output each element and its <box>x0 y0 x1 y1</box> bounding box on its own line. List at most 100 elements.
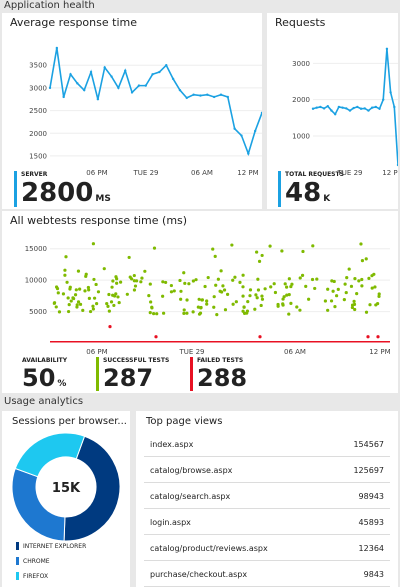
success-point <box>191 279 195 283</box>
success-point <box>107 292 111 297</box>
table-row[interactable]: index.aspx 154567 <box>144 433 390 457</box>
page-view-count: 154567 <box>353 440 384 449</box>
success-point <box>102 267 106 271</box>
success-point <box>128 275 132 279</box>
tile-title: Requests <box>275 16 326 29</box>
success-point <box>254 293 258 297</box>
success-point <box>241 285 245 289</box>
success-point <box>172 289 176 293</box>
success-point <box>370 286 374 290</box>
success-point <box>245 309 250 313</box>
success-point <box>150 305 154 309</box>
table-row[interactable]: purchase/checkout.aspx 9843 <box>144 563 390 587</box>
success-point <box>198 311 203 315</box>
data-point <box>137 84 141 87</box>
success-point <box>76 269 81 273</box>
data-point <box>359 107 363 110</box>
table-row[interactable]: catalog/browse.aspx 125697 <box>144 459 390 483</box>
pageviews-tile[interactable]: Top page views index.aspx 154567 catalog/b… <box>136 411 398 587</box>
success-point <box>360 259 365 263</box>
success-point <box>182 271 186 275</box>
webtests-tile[interactable]: All webtests response time (ms) 5000 1000… <box>2 211 398 393</box>
success-point <box>133 284 138 288</box>
success-point <box>333 305 337 309</box>
successful-tests-metric: SUCCESSFUL TESTS 287 <box>96 357 186 391</box>
success-point <box>54 285 59 289</box>
success-point <box>360 284 364 288</box>
slice-internet-explorer <box>63 435 121 542</box>
success-point <box>230 243 234 247</box>
success-point <box>161 280 165 284</box>
page-view-count: 12364 <box>358 544 384 553</box>
success-point <box>367 276 371 280</box>
sessions-tile[interactable]: Sessions per browser... 15K INTERNET EXP… <box>2 411 130 587</box>
data-point <box>247 152 250 155</box>
success-point <box>169 290 174 294</box>
data-point <box>311 107 315 110</box>
section-header-usage: Usage analytics <box>0 396 400 410</box>
success-point <box>301 249 305 254</box>
success-point <box>310 277 315 282</box>
table-row[interactable]: catalog/product/reviews.aspx 12364 <box>144 537 390 561</box>
success-point <box>63 273 67 277</box>
success-point <box>64 255 68 259</box>
success-point <box>182 308 186 312</box>
metric-value: 287 <box>103 364 154 392</box>
data-point <box>326 105 329 108</box>
x-tick-label: 06 PM <box>86 348 107 356</box>
requests-tile[interactable]: Requests 1000 2000 3000 TUE 29 12 PM TOTAL R… <box>267 13 398 209</box>
success-point <box>86 285 90 290</box>
success-point <box>213 254 217 258</box>
success-point <box>326 308 330 312</box>
success-point <box>182 311 186 315</box>
success-point <box>256 288 261 292</box>
metric-label: SUCCESSFUL TESTS <box>103 357 170 364</box>
success-point <box>359 242 363 246</box>
x-tick-label: 12 PM <box>382 169 398 177</box>
data-point <box>192 93 195 96</box>
data-point <box>144 84 147 87</box>
success-point <box>109 300 114 304</box>
success-point <box>52 301 56 305</box>
data-point <box>96 98 100 101</box>
success-point <box>276 304 280 308</box>
success-point <box>88 309 93 314</box>
success-point <box>234 300 238 304</box>
response-time-tile[interactable]: Average response time 1500 2000 2500 3000 35… <box>2 13 262 209</box>
table-row[interactable]: login.aspx 45893 <box>144 511 390 535</box>
failed-tests-metric: FAILED TESTS 288 <box>190 357 280 391</box>
data-point <box>103 66 106 69</box>
success-point <box>161 294 165 298</box>
data-point <box>345 107 348 110</box>
success-point <box>96 290 101 294</box>
success-point <box>343 282 347 286</box>
success-point <box>119 280 123 284</box>
table-row[interactable]: catalog/search.aspx 98943 <box>144 485 390 509</box>
success-point <box>112 303 116 308</box>
success-point <box>353 277 357 281</box>
failed-point <box>154 335 158 339</box>
x-tick-label: TUE 29 <box>179 348 205 356</box>
success-point <box>127 255 131 260</box>
data-point <box>378 107 381 110</box>
success-point <box>260 297 265 301</box>
success-point <box>185 311 189 315</box>
success-point <box>255 250 259 254</box>
success-point <box>83 289 87 293</box>
data-point <box>178 88 182 92</box>
legend-label: INTERNET EXPLORER <box>23 542 87 550</box>
success-point <box>185 298 189 302</box>
success-point <box>326 287 330 291</box>
success-point <box>132 279 136 283</box>
success-point <box>92 277 96 282</box>
success-point <box>111 293 115 297</box>
metric-label: FAILED TESTS <box>197 357 244 364</box>
y-tick-label: 5000 <box>29 308 47 316</box>
data-point <box>396 163 398 167</box>
metric-value-wrap: 2800 MS <box>21 180 111 206</box>
success-point <box>269 285 273 289</box>
success-point <box>364 310 369 314</box>
success-point <box>248 294 252 298</box>
success-point <box>370 274 374 278</box>
success-point <box>285 293 289 297</box>
